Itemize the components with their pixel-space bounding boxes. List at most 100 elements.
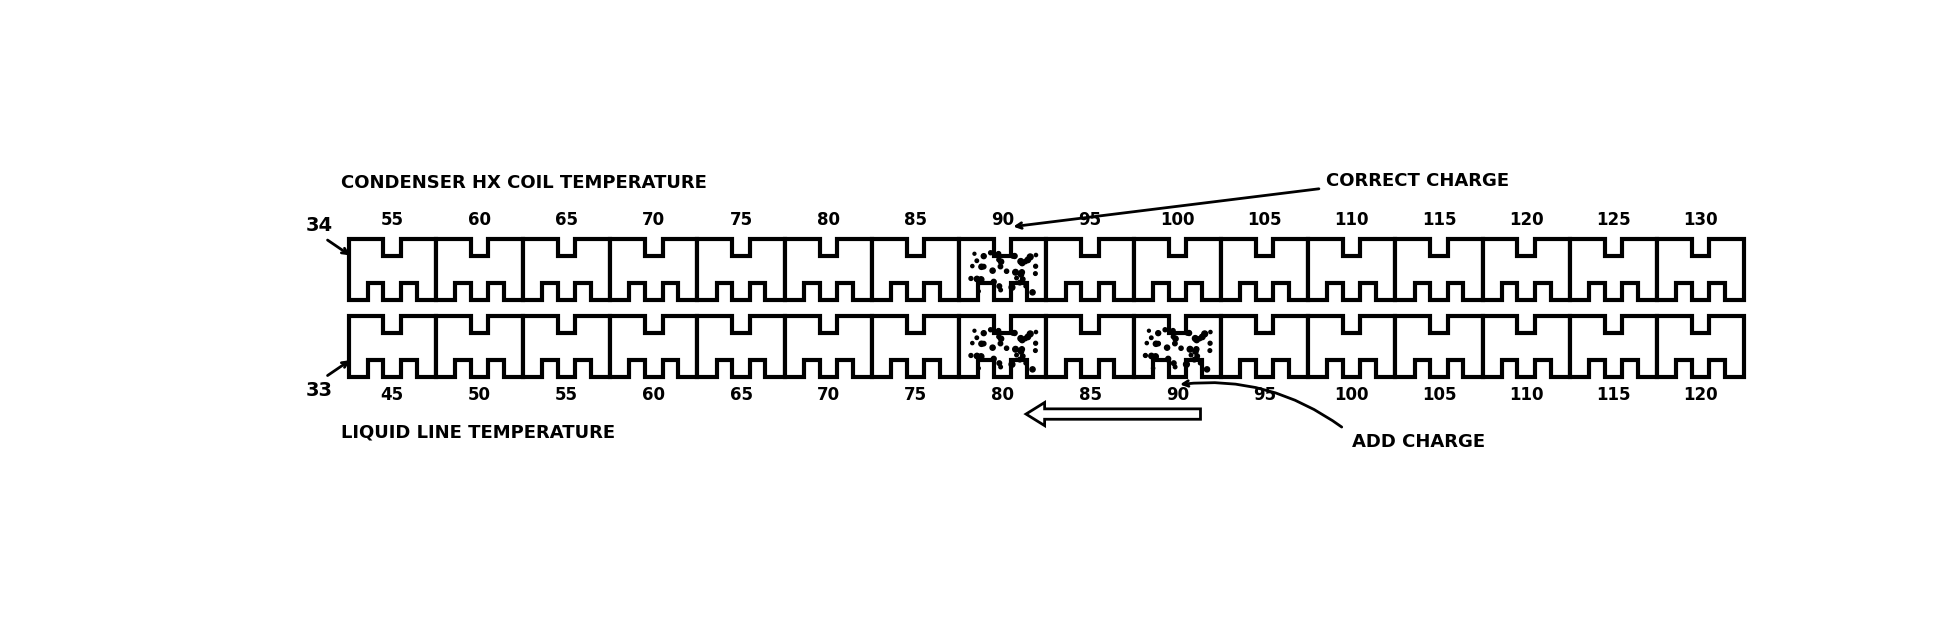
Text: 130: 130 [1684,211,1719,229]
Point [985,339,1016,349]
Polygon shape [1046,239,1134,300]
Point [968,262,999,272]
Polygon shape [697,316,784,377]
Text: 100: 100 [1161,211,1194,229]
Point [1143,328,1175,339]
Text: 80: 80 [817,211,839,229]
Point [983,248,1015,259]
Point [983,326,1015,336]
Point [977,354,1009,364]
Point [1153,354,1184,364]
Polygon shape [523,239,611,300]
Text: LIQUID LINE TEMPERATURE: LIQUID LINE TEMPERATURE [341,423,615,442]
Point [956,350,987,360]
Point [1161,333,1192,344]
Text: 120: 120 [1508,211,1543,229]
Point [1005,256,1036,266]
Point [1184,333,1215,344]
Point [1130,350,1161,360]
Point [1020,338,1052,348]
Point [1007,267,1038,277]
Point [991,343,1022,353]
Polygon shape [1571,239,1656,300]
Polygon shape [1307,239,1395,300]
Point [1011,281,1042,291]
Polygon shape [1395,239,1483,300]
Point [966,262,997,272]
Point [956,261,987,271]
Polygon shape [960,316,1046,377]
Point [985,362,1016,372]
Point [1171,359,1202,369]
Point [983,255,1015,265]
Point [962,255,993,266]
Text: 90: 90 [1165,387,1188,404]
Point [999,251,1030,261]
Polygon shape [872,316,960,377]
Point [977,276,1009,287]
Text: 70: 70 [817,387,839,404]
Polygon shape [611,239,697,300]
Point [1180,344,1212,355]
Text: 80: 80 [991,387,1015,404]
Polygon shape [784,316,872,377]
Point [977,266,1009,276]
Point [1020,268,1052,278]
Point [1001,344,1032,355]
Point [1001,267,1032,277]
Point [968,251,999,261]
Point [1020,250,1052,260]
Point [964,363,995,373]
Point [1184,358,1215,368]
Text: 60: 60 [642,387,665,404]
Point [1188,329,1219,339]
Point [1153,355,1184,365]
Point [1020,261,1052,271]
Polygon shape [1395,316,1483,377]
Point [962,274,993,284]
Point [1001,273,1032,284]
Point [1165,343,1196,353]
Point [976,248,1007,258]
Point [985,261,1016,271]
Text: 115: 115 [1422,211,1455,229]
Text: 100: 100 [1334,387,1370,404]
Point [1005,355,1036,365]
Point [1016,364,1048,374]
Point [956,338,987,348]
Polygon shape [1483,316,1571,377]
Text: 105: 105 [1422,387,1455,404]
Point [1173,328,1204,338]
Polygon shape [872,239,960,300]
Text: 95: 95 [1253,387,1276,404]
Point [1005,278,1036,288]
Point [1134,326,1165,336]
Point [1194,327,1225,337]
Point [977,355,1009,365]
Point [1005,269,1036,280]
Text: 110: 110 [1334,211,1370,229]
Text: 50: 50 [468,387,492,404]
Point [966,351,997,362]
Point [977,278,1009,289]
Point [968,328,999,339]
Text: 90: 90 [991,211,1015,229]
Point [1180,346,1212,356]
Point [1005,333,1036,344]
Text: 55: 55 [380,211,404,229]
Point [1180,333,1212,344]
Point [1194,346,1225,356]
Point [983,358,1015,368]
Text: 75: 75 [903,387,927,404]
Point [1016,287,1048,298]
Point [1159,358,1190,368]
Point [962,333,993,343]
Polygon shape [435,316,523,377]
Point [1007,274,1038,284]
Point [1007,351,1038,362]
Point [1139,351,1171,362]
Point [964,286,995,296]
Polygon shape [611,316,697,377]
Point [958,248,989,259]
Point [1151,342,1182,353]
